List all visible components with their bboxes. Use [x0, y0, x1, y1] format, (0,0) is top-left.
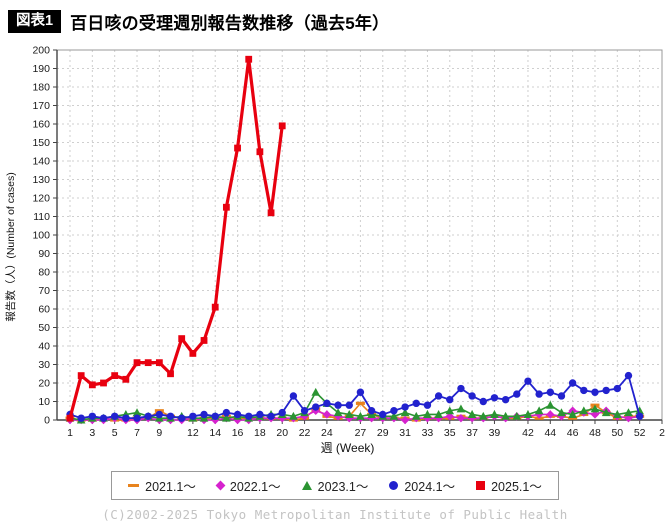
chart-legend-row: 2021.1～ 2022.1～ 2023.1～ 2024.1～ 2025.1～: [0, 471, 670, 500]
legend-item-20241: 2024.1～: [389, 476, 455, 495]
svg-text:200: 200: [32, 45, 50, 57]
svg-text:30: 30: [38, 359, 50, 371]
svg-text:31: 31: [399, 427, 411, 439]
y-tick-labels: 0 10 20 30 40 50 60 70 80 90 100 110 120 130 140 150 160…: [32, 45, 57, 427]
svg-text:9: 9: [156, 427, 162, 439]
svg-text:70: 70: [38, 285, 50, 297]
svg-text:42: 42: [522, 427, 534, 439]
legend-label: 2023.1～: [317, 480, 369, 494]
svg-text:18: 18: [254, 427, 266, 439]
svg-text:100: 100: [32, 230, 50, 242]
svg-text:52: 52: [634, 427, 646, 439]
svg-text:80: 80: [38, 267, 50, 279]
legend-item-20231: 2023.1～: [301, 476, 369, 495]
svg-text:35: 35: [444, 427, 456, 439]
svg-text:7: 7: [134, 427, 140, 439]
svg-text:130: 130: [32, 174, 50, 186]
svg-text:33: 33: [422, 427, 434, 439]
dash-marker-icon: [128, 484, 140, 487]
figure-title: 百日咳の受理週別報告数推移（過去5年）: [70, 14, 390, 33]
legend-label: 2024.1～: [404, 480, 456, 494]
legend-item-20211: 2021.1～: [128, 476, 196, 495]
circle-marker-icon: [389, 481, 399, 490]
y-axis-label: 報告数（人）(Number of cases): [4, 172, 17, 321]
legend-item-20221: 2022.1～: [215, 476, 281, 495]
svg-text:40: 40: [38, 341, 50, 353]
svg-text:140: 140: [32, 156, 50, 168]
triangle-marker-icon: [301, 481, 312, 490]
svg-text:44: 44: [544, 427, 556, 439]
svg-text:110: 110: [33, 211, 50, 223]
svg-text:20: 20: [38, 378, 50, 390]
svg-text:170: 170: [32, 100, 50, 112]
svg-text:29: 29: [377, 427, 389, 439]
svg-text:24: 24: [321, 427, 333, 439]
chart-area: 0 10 20 30 40 50 60 70 80 90 100 110 120 130 140 150 160…: [0, 38, 670, 466]
svg-text:20: 20: [276, 427, 288, 439]
legend-item-20251: 2025.1～: [476, 476, 542, 495]
svg-text:50: 50: [38, 322, 50, 334]
svg-text:48: 48: [589, 427, 601, 439]
gridlines: [57, 49, 663, 420]
svg-text:2: 2: [659, 427, 665, 439]
legend-label: 2022.1～: [229, 480, 281, 494]
legend-label: 2025.1～: [491, 480, 542, 494]
svg-text:22: 22: [299, 427, 311, 439]
svg-text:0: 0: [44, 415, 50, 427]
series-20251: [66, 55, 286, 422]
svg-text:60: 60: [38, 304, 50, 316]
svg-text:39: 39: [489, 427, 501, 439]
svg-text:120: 120: [32, 193, 50, 205]
svg-text:16: 16: [232, 427, 244, 439]
svg-text:12: 12: [187, 427, 199, 439]
chart-legend: 2021.1～ 2022.1～ 2023.1～ 2024.1～ 2025.1～: [111, 471, 559, 500]
svg-text:5: 5: [112, 427, 118, 439]
figure-number-badge: 図表1: [8, 9, 62, 34]
copyright-watermark: (C)2002-2025 Tokyo Metropolitan Institut…: [102, 507, 568, 522]
diamond-marker-icon: [215, 480, 226, 491]
svg-text:1: 1: [67, 427, 73, 439]
svg-text:3: 3: [89, 427, 95, 439]
svg-text:14: 14: [209, 427, 221, 439]
x-tick-labels: 1 3 5 7 9 12 14 16 18 20 22 24 27 29 31 33 35 37 39 42 44 46 4…: [67, 420, 665, 439]
svg-text:160: 160: [32, 119, 50, 131]
legend-label: 2021.1～: [145, 480, 196, 494]
x-axis-label: 週 (Week): [321, 441, 375, 455]
svg-text:190: 190: [32, 63, 50, 75]
svg-text:46: 46: [567, 427, 579, 439]
svg-text:180: 180: [32, 82, 50, 94]
svg-text:10: 10: [38, 396, 50, 408]
svg-text:27: 27: [355, 427, 367, 439]
svg-text:50: 50: [611, 427, 623, 439]
svg-text:90: 90: [38, 248, 50, 260]
square-marker-icon: [476, 481, 486, 490]
pertussis-weekly-trend-chart: 0102030405060708090100110120130140150160…: [4, 45, 665, 455]
svg-text:37: 37: [466, 427, 478, 439]
figure-titlebar: 図表1 百日咳の受理週別報告数推移（過去5年）: [0, 0, 670, 36]
svg-text:150: 150: [32, 137, 50, 149]
